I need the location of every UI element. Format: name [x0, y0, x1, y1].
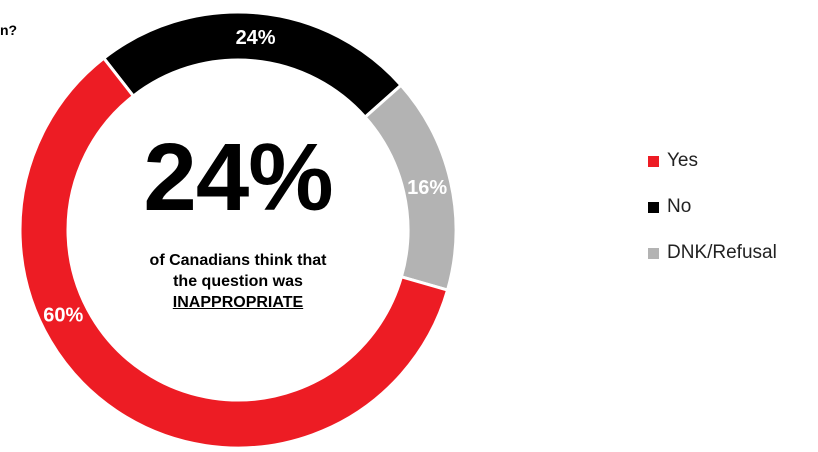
chart-legend: Yes No DNK/Refusal: [648, 148, 777, 286]
legend-swatch-dnk-refusal: [648, 247, 659, 259]
legend-item-no: No: [648, 194, 777, 220]
headline-caption: of Canadians think that the question was…: [95, 250, 381, 313]
data-label-yes: 60%: [43, 304, 83, 326]
legend-swatch-no: [648, 201, 659, 213]
donut-chart: 24% 16% 60%: [18, 10, 458, 450]
caption-line-1: of Canadians think that: [149, 252, 327, 269]
caption-emphasis: INAPPROPRIATE: [172, 294, 304, 311]
center-callout: 24% of Canadians think that the question…: [95, 130, 381, 313]
caption-line-2: the question was: [173, 273, 303, 290]
data-label-dnk-refusal: 16%: [407, 177, 447, 199]
headline-percentage: 24%: [143, 124, 333, 231]
legend-item-dnk-refusal: DNK/Refusal: [648, 240, 777, 266]
legend-label-yes: Yes: [667, 150, 698, 171]
legend-swatch-yes: [648, 155, 659, 167]
legend-label-dnk-refusal: DNK/Refusal: [667, 242, 777, 263]
slice-yes: [18, 56, 450, 450]
data-label-no: 24%: [236, 27, 276, 49]
legend-label-no: No: [667, 196, 692, 217]
legend-item-yes: Yes: [648, 148, 777, 174]
chart-title-fragment: n?: [0, 22, 18, 38]
